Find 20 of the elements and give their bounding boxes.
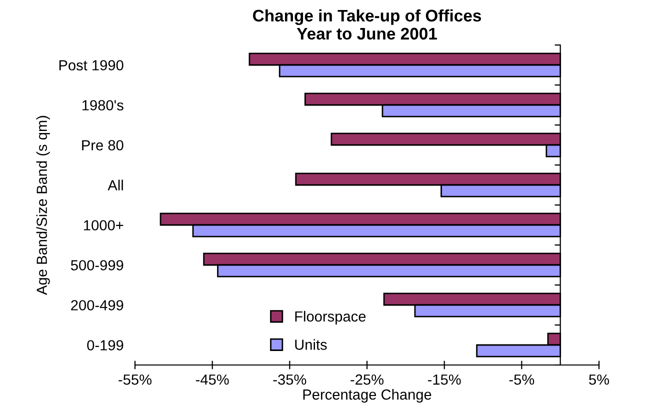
y-tick-label: All — [108, 180, 123, 190]
x-tick-label: -5% — [509, 374, 534, 385]
x-tick-label: 5% — [589, 374, 610, 385]
x-tick-label: -15% — [428, 374, 461, 385]
legend-label: Floorspace — [295, 310, 366, 325]
x-axis-title: Percentage Change — [303, 389, 432, 403]
y-tick-label: 200-499 — [71, 300, 124, 310]
x-tick-label: -45% — [196, 374, 229, 385]
chart-title: Change in Take-up of Offices Year to June 2001 — [253, 9, 482, 40]
y-tick-label: 1980's — [82, 100, 124, 110]
y-tick-label: Post 1990 — [59, 60, 124, 70]
y-tick-label: 500-999 — [70, 260, 124, 270]
x-tick-label: -35% — [273, 374, 306, 385]
y-tick-label: Pre 80 — [82, 140, 124, 150]
y-axis-title: Age Band/Size Band (s qm) — [36, 116, 50, 295]
x-tick-label: -55% — [118, 374, 152, 385]
legend-label: Units — [295, 339, 327, 350]
x-tick-label: -25% — [350, 374, 384, 385]
y-tick-label: 0-199 — [87, 340, 124, 350]
y-tick-label: 1000+ — [84, 220, 124, 230]
